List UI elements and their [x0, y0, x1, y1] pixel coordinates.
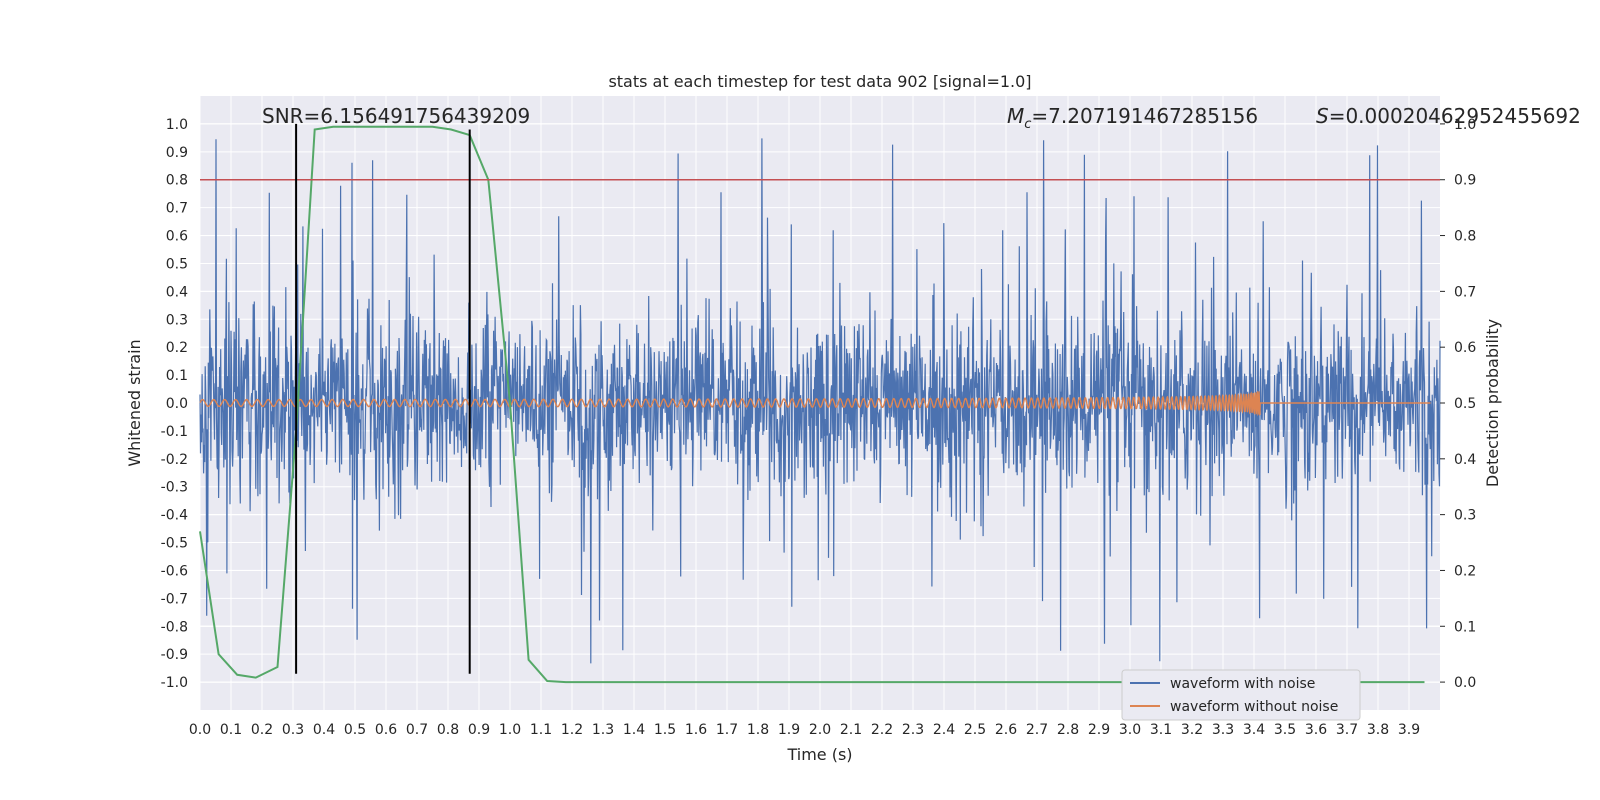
x-tick-label: 0.6 [375, 722, 397, 738]
y-tick-label: -0.2 [161, 452, 188, 468]
y-tick-label: -0.8 [161, 619, 188, 635]
x-tick-label: 0.9 [468, 722, 490, 738]
x-tick-label: 3.9 [1398, 722, 1420, 738]
x-tick-label: 1.0 [499, 722, 521, 738]
y-tick-label: 1.0 [166, 117, 188, 133]
x-tick-label: 0.2 [251, 722, 273, 738]
y2-tick-label: 0.0 [1454, 675, 1476, 691]
y2-tick-label: 0.6 [1454, 340, 1476, 356]
legend-label-noise: waveform with noise [1170, 676, 1315, 692]
y-tick-label: 0.0 [166, 396, 188, 412]
x-tick-label: 0.5 [344, 722, 366, 738]
chirp-mass-subscript: c [1024, 117, 1031, 132]
s-annotation: S=0.00020462952455692 [1316, 104, 1581, 128]
s-value: =0.00020462952455692 [1329, 104, 1581, 128]
y2-tick-label: 0.4 [1454, 452, 1476, 468]
y2-tick-label: 0.7 [1454, 284, 1476, 300]
x-tick-label: 2.6 [995, 722, 1017, 738]
snr-annotation: SNR=6.156491756439209 [262, 104, 530, 128]
y-tick-label: -0.6 [161, 563, 188, 579]
y2-tick-label: 0.2 [1454, 563, 1476, 579]
x-tick-label: 1.3 [592, 722, 614, 738]
x-tick-label: 3.3 [1212, 722, 1234, 738]
y-tick-label: 0.4 [166, 284, 188, 300]
y-tick-label: -0.5 [161, 536, 188, 552]
x-tick-label: 2.8 [1057, 722, 1079, 738]
series-waveform-without-noise [199, 390, 1431, 417]
y2-tick-label: 1.0 [1454, 117, 1476, 133]
legend-label-clean: waveform without noise [1170, 699, 1338, 715]
y-tick-label: -0.4 [161, 508, 188, 524]
x-tick-label: 2.4 [933, 722, 955, 738]
y-tick-label: 0.6 [166, 229, 188, 245]
y2-tick-label: 0.3 [1454, 508, 1476, 524]
x-tick-label: 0.8 [437, 722, 459, 738]
x-tick-label: 3.2 [1181, 722, 1203, 738]
x-tick-label: 2.7 [1026, 722, 1048, 738]
x-tick-label: 2.0 [809, 722, 831, 738]
y-tick-label: 0.9 [166, 145, 188, 161]
y2-axis-label: Detection probability [1483, 319, 1502, 487]
y-tick-label: 0.2 [166, 340, 188, 356]
x-tick-label: 3.4 [1243, 722, 1265, 738]
x-tick-label: 0.7 [406, 722, 428, 738]
chirp-mass-annotation: Mc=7.207191467285156 [1007, 104, 1258, 132]
x-tick-label: 3.1 [1150, 722, 1172, 738]
series-detection-probability [199, 125, 1425, 684]
y-tick-label: -0.3 [161, 480, 188, 496]
y-tick-label: 0.7 [166, 201, 188, 217]
noise-trace [199, 138, 1441, 664]
x-tick-label: 0.1 [220, 722, 242, 738]
x-tick-label: 1.5 [654, 722, 676, 738]
y2-tick-label: 0.8 [1454, 229, 1476, 245]
x-tick-label: 1.4 [623, 722, 645, 738]
x-tick-label: 1.7 [716, 722, 738, 738]
y-tick-label: -1.0 [161, 675, 188, 691]
x-tick-label: 3.5 [1274, 722, 1296, 738]
x-tick-label: 1.1 [530, 722, 552, 738]
x-tick-label: 2.5 [964, 722, 986, 738]
chirp-mass-value: =7.207191467285156 [1031, 104, 1258, 128]
x-tick-label: 1.8 [747, 722, 769, 738]
y2-tick-label: 0.9 [1454, 173, 1476, 189]
x-tick-label: 3.6 [1305, 722, 1327, 738]
chart-title: stats at each timestep for test data 902… [608, 72, 1031, 91]
y2-tick-label: 0.1 [1454, 619, 1476, 635]
x-tick-label: 1.6 [685, 722, 707, 738]
legend: waveform with noise waveform without noi… [1121, 669, 1361, 721]
s-symbol: S [1316, 104, 1329, 128]
y-tick-label: 0.8 [166, 173, 188, 189]
x-tick-label: 0.0 [189, 722, 211, 738]
legend-box [1121, 669, 1361, 721]
tick-labels: 0.0 0.1 0.2 0.3 0.4 0.5 0.6 0.7 0.8 0.9 1.0 1.1 1.2 1… [161, 117, 1477, 738]
x-tick-label: 0.3 [282, 722, 304, 738]
chirp-mass-symbol: M [1007, 104, 1024, 128]
probability-line [199, 125, 1425, 684]
y-tick-label: 0.3 [166, 312, 188, 328]
x-tick-label: 2.9 [1088, 722, 1110, 738]
x-tick-label: 1.2 [561, 722, 583, 738]
x-tick-label: 3.7 [1336, 722, 1358, 738]
y-axis-label: Whitened strain [125, 339, 144, 466]
x-tick-label: 3.0 [1119, 722, 1141, 738]
markers [200, 123, 1440, 674]
y-tick-label: -0.9 [161, 647, 188, 663]
x-axis-label: Time (s) [786, 745, 852, 764]
x-tick-label: 1.9 [778, 722, 800, 738]
series-waveform-with-noise [199, 138, 1441, 664]
y-tick-label: 0.1 [166, 368, 188, 384]
y-tick-label: -0.1 [161, 424, 188, 440]
x-tick-label: 0.4 [313, 722, 335, 738]
y-tick-label: 0.5 [166, 256, 188, 272]
x-tick-label: 2.2 [871, 722, 893, 738]
x-tick-label: 3.8 [1367, 722, 1389, 738]
x-tick-label: 2.1 [840, 722, 862, 738]
x-tick-label: 2.3 [902, 722, 924, 738]
y2-tick-label: 0.5 [1454, 396, 1476, 412]
y-tick-label: -0.7 [161, 591, 188, 607]
clean-trace [199, 390, 1431, 417]
